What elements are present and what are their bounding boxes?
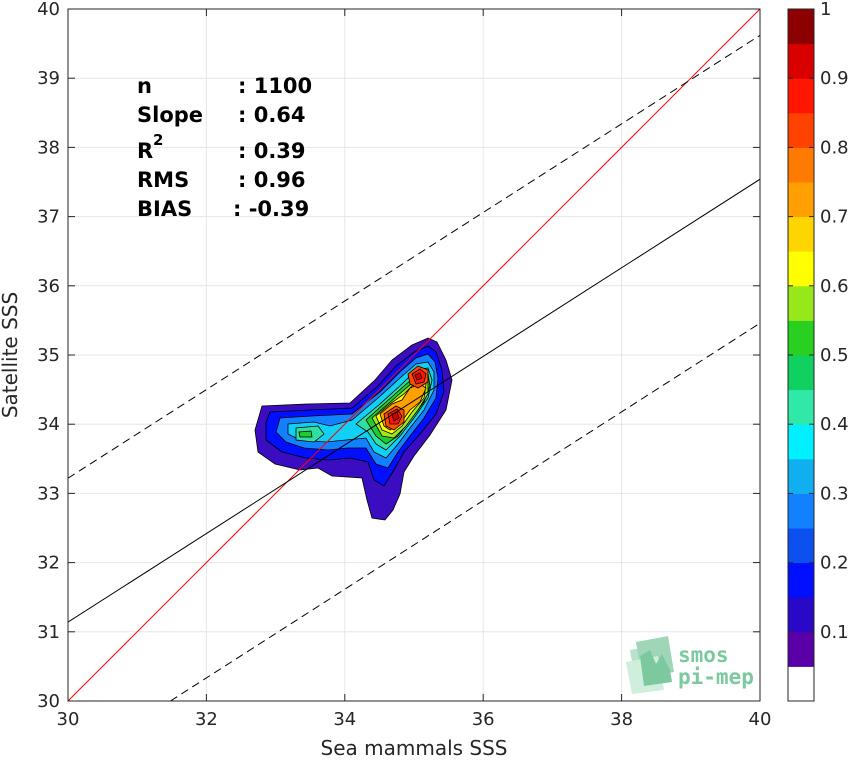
stat-n-value: : 1100 (238, 74, 312, 98)
x-tick-label: 38 (610, 709, 633, 730)
x-tick-label: 34 (333, 709, 356, 730)
colorbar-swatch (788, 631, 814, 667)
logo-icon (626, 636, 674, 694)
y-tick-label: 39 (37, 68, 60, 89)
stat-rms-label: RMS (137, 168, 189, 192)
x-axis-label: Sea mammals SSS (321, 736, 508, 760)
y-tick-label: 40 (37, 0, 60, 20)
colorbar-swatch (788, 43, 814, 79)
regression-line (68, 178, 760, 623)
y-tick-label: 31 (37, 622, 60, 643)
logo-line2: pi-mep (678, 665, 754, 689)
colorbar-tick-label: 0.2 (820, 553, 849, 574)
x-tick-label: 30 (57, 709, 80, 730)
colorbar-swatch (788, 216, 814, 252)
upper-bound-line (68, 34, 760, 479)
stat-r2-sup: 2 (153, 131, 163, 149)
colorbar-swatch (788, 597, 814, 633)
reference-lines (68, 9, 760, 701)
contour-level-11 (387, 368, 427, 425)
colorbar-swatch (788, 147, 814, 183)
density-contours (254, 337, 453, 521)
colorbar-tick-label: 0.5 (820, 345, 849, 366)
stat-slope-label: Slope (137, 103, 203, 127)
colorbar-tick-label: 0.7 (820, 207, 849, 228)
stat-n-label: n (137, 74, 152, 98)
colorbar-tick-label: 1 (820, 0, 831, 20)
colorbar-tick-label: 0.1 (820, 622, 849, 643)
x-tick-label: 36 (472, 709, 495, 730)
colorbar-swatch (788, 458, 814, 494)
y-tick-label: 34 (37, 414, 60, 435)
colorbar-swatch (788, 355, 814, 391)
colorbar-swatch (788, 562, 814, 598)
y-tick-label: 38 (37, 137, 60, 158)
colorbar-tick-label: 0.9 (820, 68, 849, 89)
colorbar-tick-label: 0.3 (820, 483, 849, 504)
colorbar-swatch (788, 78, 814, 114)
axis-ticks: 30 32 34 36 38 40 30 31 32 33 34 35 36 37 38 39 40 (37, 0, 771, 730)
stat-bias-value: : -0.39 (233, 197, 309, 221)
colorbar-swatch (788, 112, 814, 148)
colorbar-swatch (788, 251, 814, 287)
colorbar-swatch (788, 493, 814, 529)
stat-r2-label: R (137, 139, 153, 163)
colorbar: 0.1 0.2 0.3 0.4 0.5 0.6 0.7 0.8 0.9 1 (787, 0, 849, 702)
y-tick-label: 33 (37, 483, 60, 504)
colorbar-swatch (788, 528, 814, 564)
colorbar-swatch (788, 9, 814, 45)
identity-line (68, 9, 760, 701)
y-tick-label: 30 (37, 691, 60, 712)
smos-pimep-logo: smos pi-mep (626, 636, 754, 694)
stat-rms-value: : 0.96 (238, 168, 306, 192)
colorbar-swatch (788, 389, 814, 425)
y-tick-label: 37 (37, 207, 60, 228)
logo-line1: smos (678, 643, 729, 667)
colorbar-tick-label: 0.6 (820, 276, 849, 297)
colorbar-swatch (788, 666, 814, 702)
y-tick-label: 35 (37, 345, 60, 366)
colorbar-swatch (788, 424, 814, 460)
colorbar-swatch (788, 320, 814, 356)
y-tick-label: 36 (37, 276, 60, 297)
y-axis-label: Satellite SSS (0, 292, 22, 418)
colorbar-tick-label: 0.4 (820, 414, 849, 435)
stat-bias-label: BIAS (137, 197, 192, 221)
x-tick-label: 40 (749, 709, 772, 730)
colorbar-swatch (788, 182, 814, 218)
stat-r2-value: : 0.39 (238, 139, 306, 163)
y-tick-label: 32 (37, 553, 60, 574)
colorbar-tick-label: 0.8 (820, 137, 849, 158)
x-tick-label: 32 (195, 709, 218, 730)
colorbar-swatch (788, 285, 814, 321)
stats-annotation: n : 1100 Slope : 0.64 R 2 : 0.39 RMS : 0… (137, 74, 312, 221)
stat-slope-value: : 0.64 (238, 103, 306, 127)
